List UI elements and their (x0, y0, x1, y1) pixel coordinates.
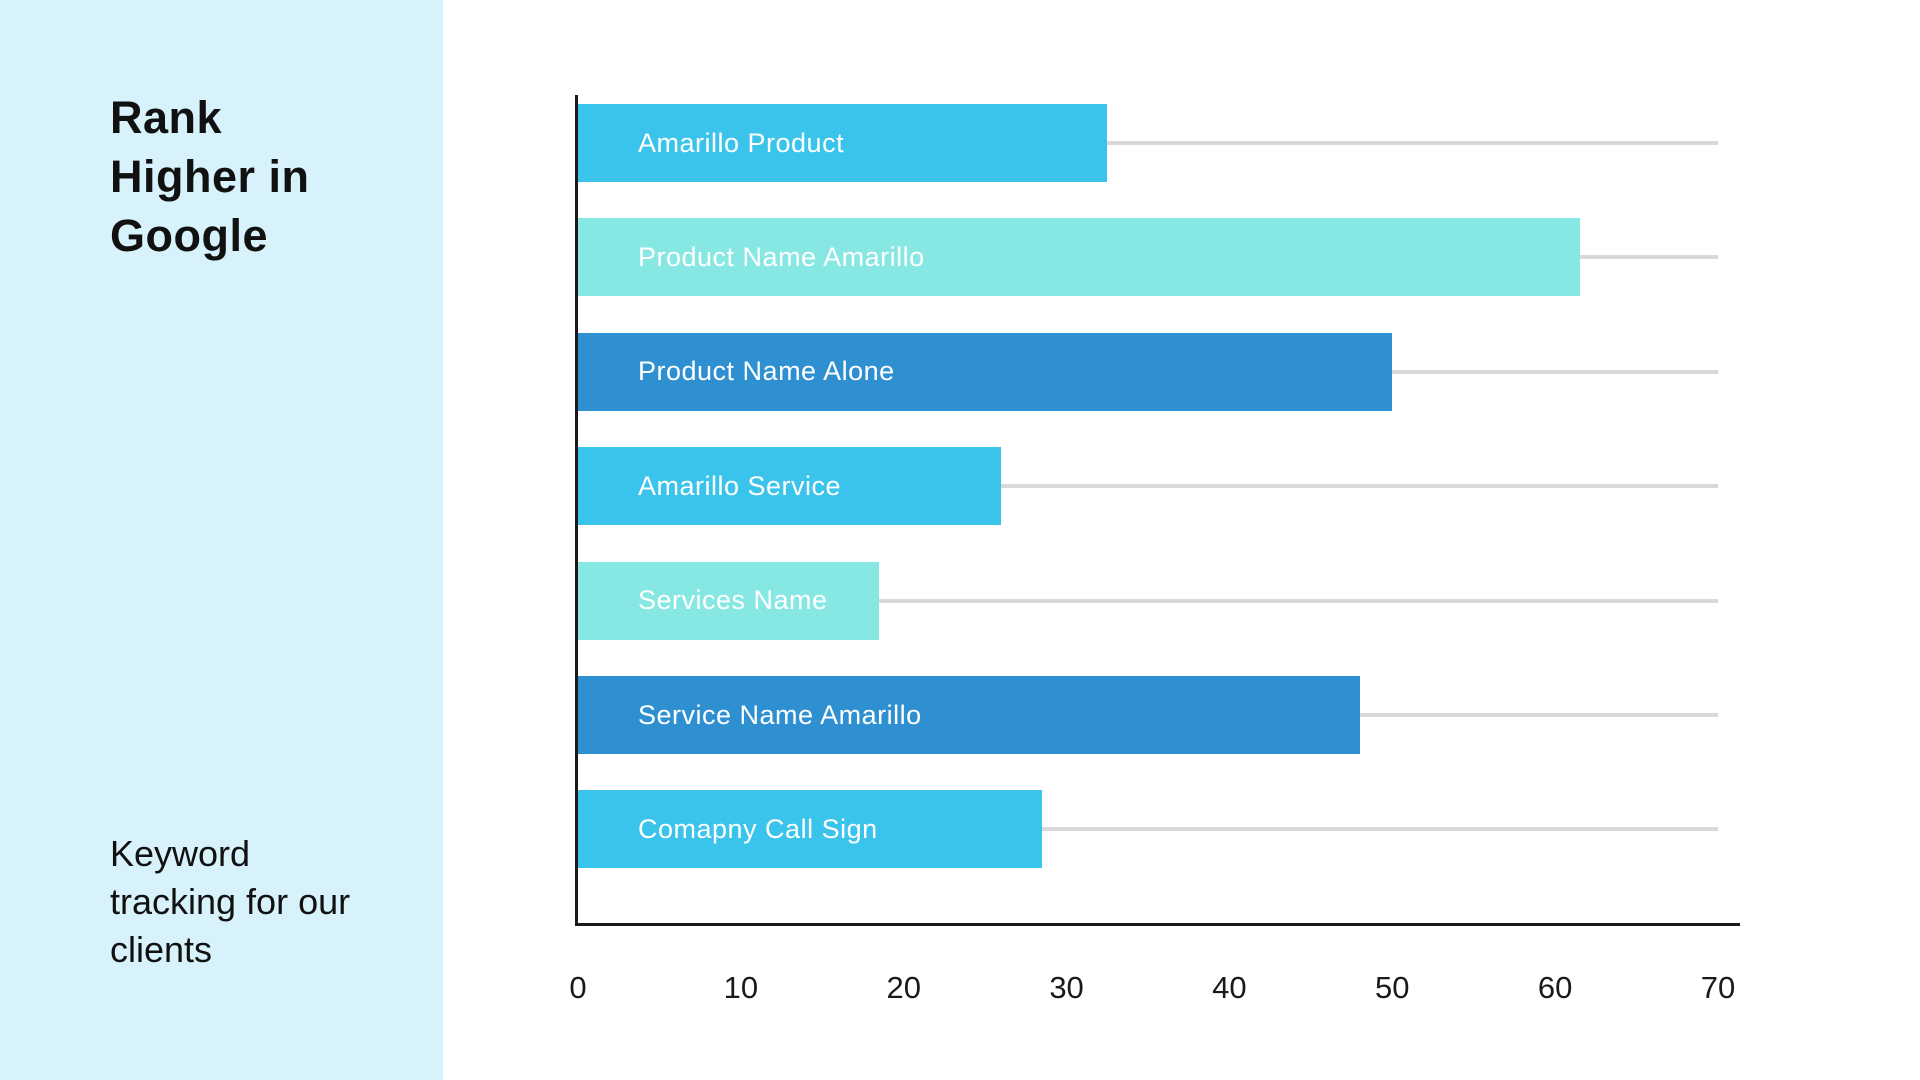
bar: Services Name (578, 561, 880, 640)
bar: Amarillo Product (578, 104, 1108, 182)
bar: Comapny Call Sign (578, 790, 1043, 869)
bar-row: Product Name Amarillo (578, 218, 1718, 297)
x-tick-label: 60 (1537, 970, 1573, 1005)
x-tick-label: 70 (1700, 970, 1736, 1005)
bar: Product Name Amarillo (578, 218, 1580, 297)
x-tick-label: 30 (1049, 970, 1084, 1005)
x-axis-line (575, 923, 1740, 926)
bar-row: Service Name Amarillo (578, 676, 1718, 754)
x-tick-label: 0 (569, 970, 587, 1005)
page-subtitle: Keyword tracking for our clients (110, 833, 351, 970)
x-tick-label: 20 (886, 970, 921, 1005)
gridline (578, 827, 1718, 832)
bar-label: Product Name Alone (638, 356, 895, 387)
gridline (578, 598, 1718, 603)
x-axis-tick-labels: 0 10 20 30 40 50 60 70 (569, 970, 1735, 1010)
y-axis-line (575, 95, 578, 923)
gridline (578, 484, 1718, 489)
bar-row: Amarillo Product (578, 104, 1718, 182)
bar-label: Amarillo Product (638, 127, 845, 158)
x-tick-label: 40 (1212, 970, 1247, 1005)
x-tick-label: 50 (1375, 970, 1410, 1005)
bar-row: Comapny Call Sign (578, 790, 1718, 869)
page-title: Rank Higher in Google (110, 92, 310, 261)
x-tick-label: 10 (723, 970, 759, 1005)
bar: Amarillo Service (578, 447, 1002, 526)
bar-label: Product Name Amarillo (638, 241, 925, 272)
bar-label: Services Name (638, 585, 828, 616)
bar-label: Service Name Amarillo (638, 699, 922, 730)
bar: Product Name Alone (578, 332, 1393, 411)
bar-chart-plot: Amarillo Product Product Name Amarillo Pro… (575, 95, 1740, 926)
gridline (578, 141, 1718, 145)
bar-row: Services Name (578, 561, 1718, 640)
bar-label: Amarillo Service (638, 470, 842, 501)
bar: Service Name Amarillo (578, 676, 1360, 754)
bar-label: Comapny Call Sign (638, 813, 878, 844)
bar-row: Amarillo Service (578, 447, 1718, 526)
bar-row: Product Name Alone (578, 332, 1718, 411)
sidebar: Rank Higher in Google Keyword tracking f… (0, 0, 443, 1080)
